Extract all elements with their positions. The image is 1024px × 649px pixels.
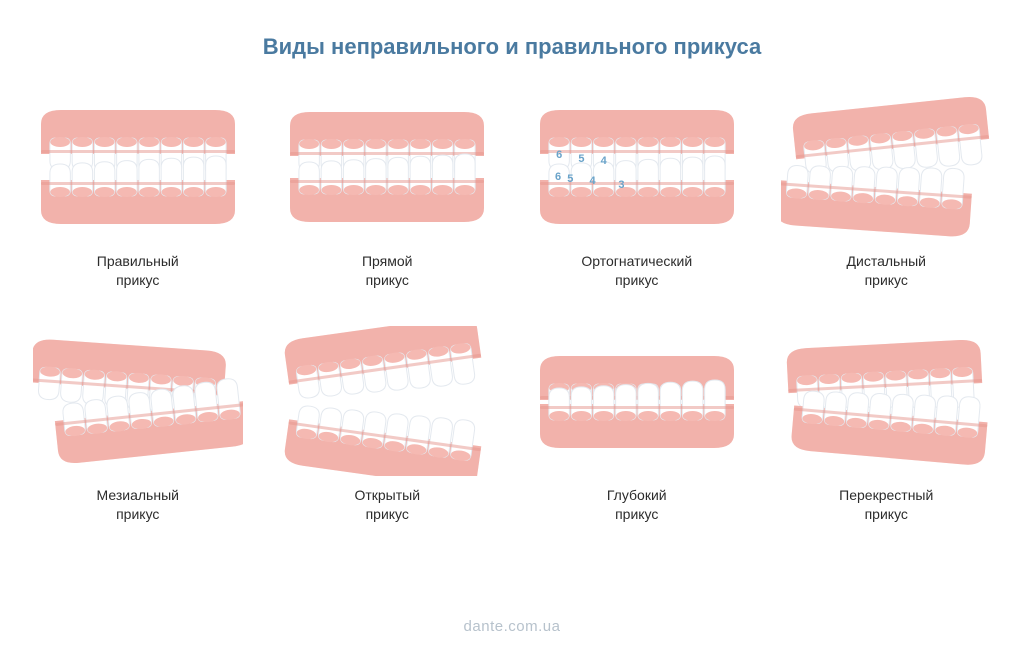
bite-caption-line1: Дистальный [847,252,926,271]
bite-caption-line2: прикус [354,505,420,524]
svg-text:6: 6 [556,149,562,161]
bite-caption-line2: прикус [839,505,933,524]
bite-caption-line1: Ортогнатический [581,252,692,271]
svg-text:4: 4 [600,155,607,167]
bite-illustration [532,326,742,476]
bite-illustration [33,92,243,242]
bite-caption: Правильныйприкус [97,252,179,290]
bite-illustration [282,326,492,476]
bite-caption: Прямойприкус [362,252,413,290]
bite-caption-line1: Открытый [354,486,420,505]
bite-caption-line2: прикус [581,271,692,290]
bite-card: Мезиальныйприкус [28,326,248,524]
bite-caption: Дистальныйприкус [847,252,926,290]
svg-text:4: 4 [589,175,596,187]
bite-caption: Открытыйприкус [354,486,420,524]
bite-caption-line1: Прямой [362,252,413,271]
bite-card: Глубокийприкус [527,326,747,524]
bite-caption-line2: прикус [847,271,926,290]
bite-caption-line2: прикус [97,505,179,524]
svg-text:5: 5 [578,153,584,165]
bite-caption-line2: прикус [362,271,413,290]
bite-caption: Глубокийприкус [607,486,667,524]
bite-caption-line1: Глубокий [607,486,667,505]
bite-illustration [33,326,243,476]
bite-card: Дистальныйприкус [777,92,997,290]
bite-caption: Ортогнатическийприкус [581,252,692,290]
bite-caption-line1: Перекрестный [839,486,933,505]
bite-caption-line2: прикус [97,271,179,290]
svg-text:3: 3 [618,179,624,191]
bite-caption-line1: Мезиальный [97,486,179,505]
bite-card: 6544563Ортогнатическийприкус [527,92,747,290]
bite-card: Прямойприкус [278,92,498,290]
bite-caption-line2: прикус [607,505,667,524]
bite-caption: Мезиальныйприкус [97,486,179,524]
bite-illustration [282,92,492,242]
bite-card: Открытыйприкус [278,326,498,524]
bite-card: Перекрестныйприкус [777,326,997,524]
watermark: dante.com.ua [0,618,1024,635]
bite-card: Правильныйприкус [28,92,248,290]
bite-caption: Перекрестныйприкус [839,486,933,524]
page-title: Виды неправильного и правильного прикуса [0,0,1024,72]
bite-caption-line1: Правильный [97,252,179,271]
bite-illustration [781,92,991,242]
bite-illustration: 6544563 [532,92,742,242]
bite-illustration [781,326,991,476]
svg-text:6: 6 [555,171,561,183]
bite-types-grid: ПравильныйприкусПрямойприкус6544563Ортог… [0,72,1024,524]
svg-text:5: 5 [567,173,573,185]
